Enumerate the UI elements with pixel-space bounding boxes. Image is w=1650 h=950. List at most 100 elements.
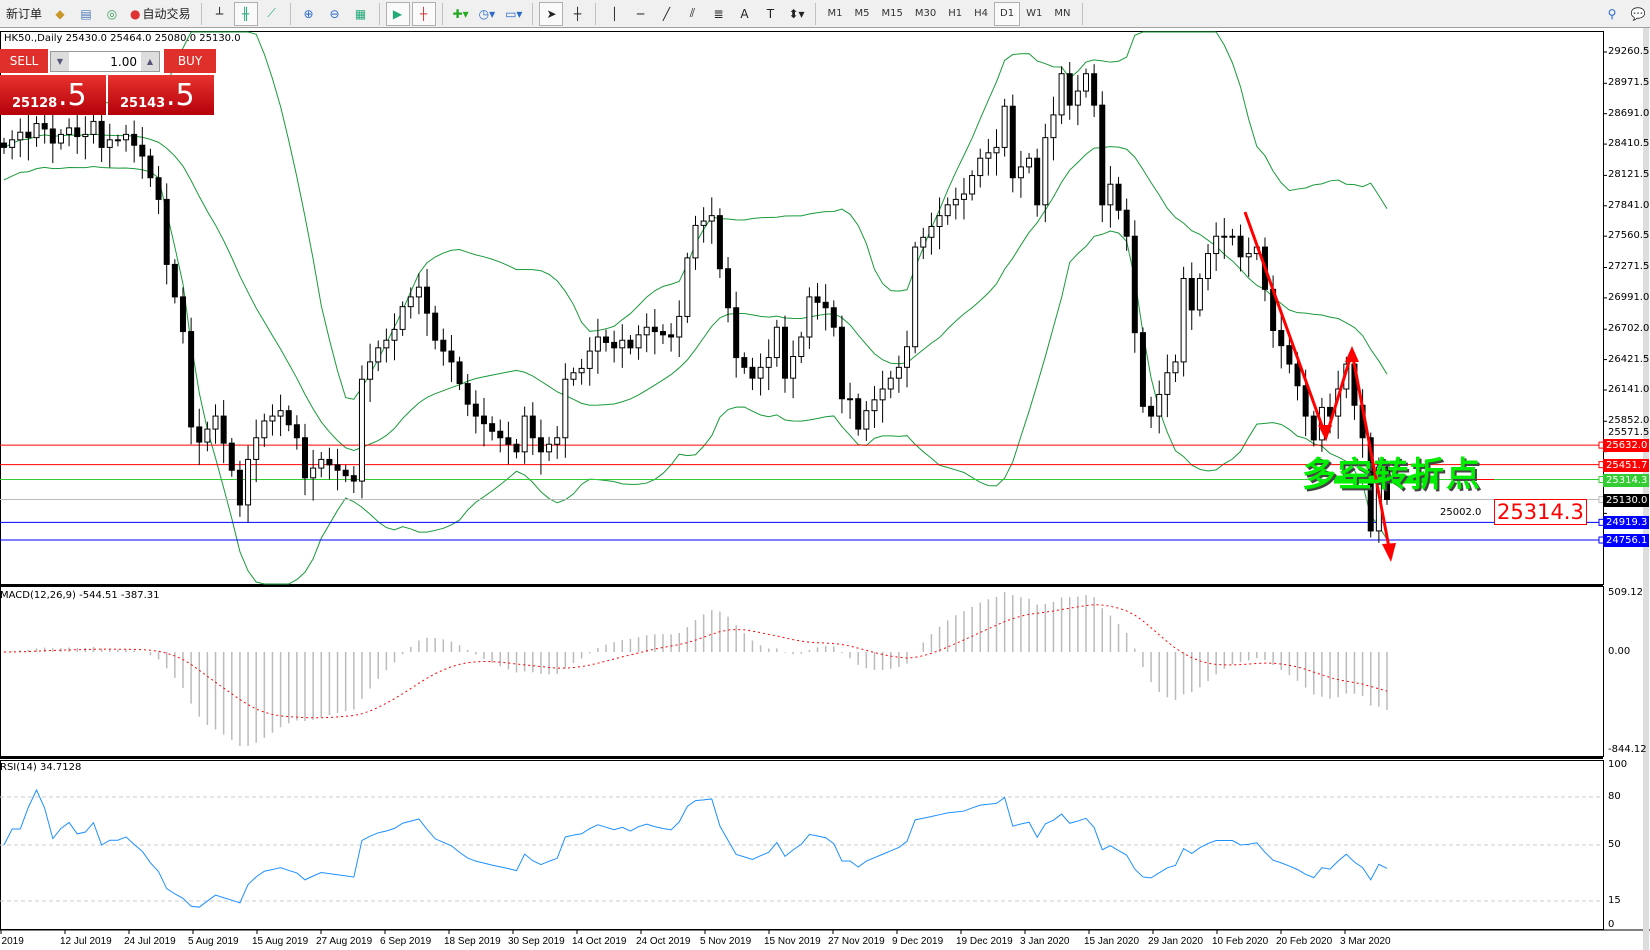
bull-candle bbox=[318, 458, 325, 469]
bull-candle bbox=[594, 336, 601, 352]
bull-candle bbox=[415, 286, 422, 298]
text-label-icon[interactable]: T bbox=[766, 6, 775, 21]
timeframe-mn[interactable]: MN bbox=[1054, 8, 1071, 19]
bear-candle bbox=[334, 464, 341, 471]
bear-candle bbox=[302, 437, 309, 479]
lot-size-input[interactable]: ▼ 1.00 ▲ bbox=[50, 51, 160, 72]
bear-candle bbox=[440, 339, 447, 352]
history-center-icon[interactable]: ◆ bbox=[55, 6, 65, 21]
signals-icon[interactable]: ◎ bbox=[106, 6, 118, 21]
bear-candle bbox=[838, 326, 845, 400]
bull-candle bbox=[912, 246, 919, 348]
bull-candle bbox=[969, 175, 976, 195]
bull-candle bbox=[871, 399, 878, 412]
chat-icon[interactable]: 💬 bbox=[1630, 6, 1646, 21]
timeframe-h4[interactable]: H4 bbox=[974, 8, 989, 19]
bear-candle bbox=[822, 301, 829, 309]
trendline-icon[interactable]: ╱ bbox=[662, 6, 671, 21]
ask-price[interactable]: 25143 .5 bbox=[108, 75, 214, 115]
annotation-text: 多空转折点 bbox=[1302, 455, 1482, 495]
line-chart-icon[interactable]: ⟋ bbox=[267, 6, 276, 20]
timeframe-m15[interactable]: M15 bbox=[881, 8, 903, 19]
bull-candle bbox=[114, 139, 121, 142]
bull-candle bbox=[936, 215, 943, 227]
bear-candle bbox=[497, 430, 504, 439]
bear-candle bbox=[1066, 73, 1073, 106]
vertical-line-icon[interactable]: │ bbox=[610, 6, 619, 21]
horizontal-line-icon[interactable]: ─ bbox=[636, 6, 645, 21]
bear-candle bbox=[456, 361, 463, 385]
candlestick-icon[interactable]: ╫ bbox=[233, 1, 258, 26]
crosshair-icon[interactable]: ┼ bbox=[573, 6, 582, 21]
bull-candle bbox=[1074, 90, 1081, 106]
timeframe-h1[interactable]: H1 bbox=[948, 8, 963, 19]
lot-increase-button[interactable]: ▲ bbox=[141, 52, 159, 71]
rsi-axis-label: 80 bbox=[1608, 791, 1621, 802]
lot-decrease-button[interactable]: ▼ bbox=[51, 52, 69, 71]
price-axis-label: 26141.0 bbox=[1608, 383, 1650, 395]
bear-candle bbox=[489, 423, 496, 432]
price-axis-label: 27841.0 bbox=[1608, 199, 1650, 211]
separator bbox=[200, 2, 202, 25]
date-axis-label: 6 Sep 2019 bbox=[380, 936, 432, 947]
arrows-icon[interactable]: ⬍▾ bbox=[788, 6, 805, 21]
separator bbox=[814, 2, 816, 25]
bear-candle bbox=[1367, 437, 1374, 532]
auto-trading-button[interactable]: ● 自动交易 bbox=[126, 2, 195, 26]
search-icon[interactable]: ⚲ bbox=[1607, 6, 1617, 21]
new-order-button[interactable]: 新订单 bbox=[6, 7, 43, 21]
bull-candle bbox=[643, 326, 650, 336]
templates-icon[interactable]: ▭▾ bbox=[505, 6, 523, 21]
macd-axis-label: 0.00 bbox=[1608, 646, 1631, 657]
equidistant-channel-icon[interactable]: ⫽ bbox=[689, 6, 696, 20]
rsi-axis-label: 100 bbox=[1608, 759, 1628, 770]
buy-button[interactable]: BUY bbox=[164, 49, 216, 73]
bear-candle bbox=[480, 415, 487, 425]
bull-candle bbox=[1082, 73, 1089, 92]
bull-candle bbox=[90, 120, 97, 135]
chart-symbol-info: HK50.,Daily 25430.0 25464.0 25080.0 2513… bbox=[4, 33, 241, 44]
fibonacci-icon[interactable]: ≣ bbox=[713, 6, 724, 21]
timeframe-m5[interactable]: M5 bbox=[854, 8, 870, 19]
timeframe-w1[interactable]: W1 bbox=[1026, 8, 1043, 19]
bull-candle bbox=[1156, 393, 1163, 417]
auto-scroll-icon[interactable]: ▶ bbox=[385, 1, 410, 26]
bull-candle bbox=[1221, 235, 1228, 238]
zoom-out-icon[interactable]: ⊖ bbox=[329, 6, 340, 21]
text-icon[interactable]: A bbox=[740, 6, 749, 21]
bear-candle bbox=[74, 127, 81, 138]
tile-windows-icon[interactable]: ▦ bbox=[354, 6, 367, 21]
bull-candle bbox=[895, 366, 902, 379]
zoom-in-icon[interactable]: ⊕ bbox=[303, 6, 314, 21]
timeframe-m1[interactable]: M1 bbox=[827, 8, 843, 19]
separator bbox=[378, 2, 380, 25]
chart-shift-icon[interactable]: ┼ bbox=[411, 1, 436, 26]
periods-icon[interactable]: ◷▾ bbox=[478, 6, 496, 21]
pivot-marker-bar bbox=[1334, 475, 1438, 484]
lot-value[interactable]: 1.00 bbox=[110, 54, 137, 69]
bar-chart-icon[interactable]: ┴ bbox=[215, 6, 224, 21]
bear-candle bbox=[196, 426, 203, 443]
bear-candle bbox=[741, 357, 748, 368]
bull-candle bbox=[1017, 166, 1024, 179]
bull-candle bbox=[847, 398, 854, 401]
timeframe-m30[interactable]: M30 bbox=[914, 8, 937, 19]
bull-candle bbox=[960, 193, 967, 200]
bull-candle bbox=[1205, 253, 1212, 279]
timeframe-d1[interactable]: D1 bbox=[994, 1, 1021, 26]
bear-candle bbox=[505, 437, 512, 445]
bid-price-main: 25128 bbox=[12, 96, 58, 111]
bear-candle bbox=[668, 334, 675, 338]
bid-price[interactable]: 25128 .5 bbox=[0, 75, 106, 115]
bull-candle bbox=[261, 420, 268, 439]
sell-button[interactable]: SELL bbox=[0, 49, 48, 73]
cursor-icon[interactable]: ➤ bbox=[539, 1, 564, 26]
bear-candle bbox=[188, 331, 195, 428]
bear-candle bbox=[98, 120, 105, 148]
bear-candle bbox=[1237, 235, 1244, 258]
indicators-icon[interactable]: ✚▾ bbox=[452, 6, 469, 21]
bull-candle bbox=[928, 225, 935, 238]
bear-candle bbox=[1310, 415, 1317, 441]
terminal-icon[interactable]: ▤ bbox=[80, 6, 92, 21]
